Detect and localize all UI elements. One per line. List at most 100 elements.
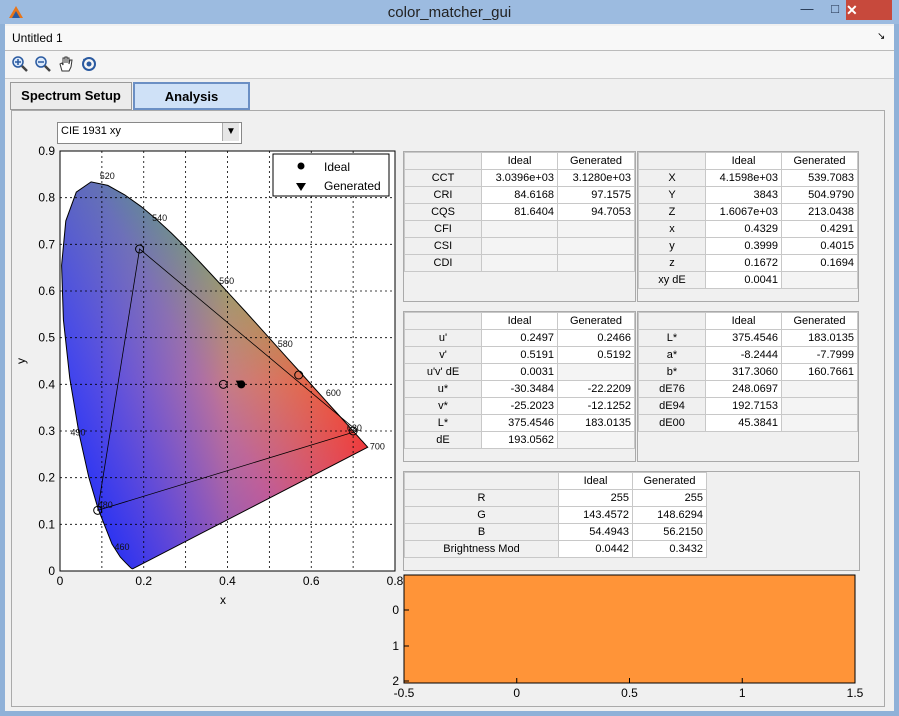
table-cell[interactable]: 84.6168 [481, 186, 558, 204]
table-cell[interactable]: 255 [632, 489, 707, 507]
table-cell[interactable] [781, 271, 858, 289]
y-tick-label: 0 [48, 564, 55, 578]
chevron-down-icon[interactable]: ▼ [222, 123, 239, 141]
table-cell[interactable] [557, 237, 635, 255]
row-header: CFI [404, 220, 482, 238]
table-cell[interactable]: -8.2444 [705, 346, 782, 364]
y-tick-label: 0.7 [38, 237, 55, 251]
table-cell[interactable]: -30.3484 [481, 380, 558, 398]
table-cell[interactable]: 192.7153 [705, 397, 782, 415]
table-cell[interactable] [557, 220, 635, 238]
table-cell[interactable]: 0.0041 [705, 271, 782, 289]
tab-analysis[interactable]: Analysis [133, 82, 250, 110]
table-cell[interactable]: 0.5192 [557, 346, 635, 364]
table-cell[interactable] [781, 380, 858, 398]
minimize-button[interactable]: — [800, 1, 814, 16]
color-swatch-plot: -0.5 0 0.5 1 1.5 0 1 2 [392, 574, 864, 700]
table-cell[interactable]: 3843 [705, 186, 782, 204]
y-tick-label: 0.9 [38, 144, 55, 158]
matlab-icon [9, 6, 23, 18]
table-cell[interactable]: 0.0031 [481, 363, 558, 381]
table-cell[interactable]: 3.0396e+03 [481, 169, 558, 187]
pan-icon[interactable] [57, 55, 75, 73]
table-cell[interactable]: 0.1672 [705, 254, 782, 272]
table-cell[interactable]: 3.1280e+03 [557, 169, 635, 187]
table-cell[interactable]: 0.0442 [558, 540, 633, 558]
table-row: CFI [404, 220, 635, 238]
column-header: Ideal [558, 472, 633, 490]
table-cell[interactable]: -7.7999 [781, 346, 858, 364]
zoom-in-icon[interactable] [11, 55, 29, 73]
table-cell[interactable] [781, 414, 858, 432]
spectral-locus [61, 181, 369, 570]
table-cell[interactable]: 193.0562 [481, 431, 558, 449]
chromaticity-diagram[interactable]: 0 0.2 0.4 0.6 0.8 0 0.1 0.2 0.3 0.4 0.5 0.6 0.7 0.8 0.… [15, 143, 405, 613]
table-cell[interactable] [481, 254, 558, 272]
table-cell[interactable]: 0.2497 [481, 329, 558, 347]
zoom-out-icon[interactable] [34, 55, 52, 73]
menu-file-label[interactable]: Untitled 1 [12, 31, 63, 45]
table-cell[interactable]: 375.4546 [705, 329, 782, 347]
table-cell[interactable]: 213.0438 [781, 203, 858, 221]
uv-table: Ideal Generated u' 0.2497 0.2466 v' 0.5191 0.51… [404, 312, 635, 449]
table-cell[interactable] [557, 254, 635, 272]
y-tick-label: 0.2 [38, 471, 55, 485]
row-header: b* [638, 363, 706, 381]
y-tick-label: 0.8 [38, 191, 55, 205]
table-cell[interactable]: 81.6404 [481, 203, 558, 221]
table-cell[interactable]: 248.0697 [705, 380, 782, 398]
swatch-x-tick-label: 0.5 [621, 686, 638, 700]
table-cell[interactable]: 4.1598e+03 [705, 169, 782, 187]
table-cell[interactable]: 160.7661 [781, 363, 858, 381]
table-cell[interactable]: 183.0135 [781, 329, 858, 347]
table-cell[interactable]: 0.2466 [557, 329, 635, 347]
table-cell[interactable]: 0.3432 [632, 540, 707, 558]
table-cell[interactable]: 317.3060 [705, 363, 782, 381]
swatch-y-tick-label: 0 [392, 603, 399, 617]
wavelength-label: 480 [98, 500, 113, 510]
table-cell[interactable] [557, 431, 635, 449]
close-button[interactable]: ✕ [846, 0, 892, 20]
plot-type-dropdown[interactable] [57, 122, 242, 144]
wavelength-label: 560 [219, 276, 234, 286]
column-header [404, 312, 482, 330]
table-cell[interactable]: 0.4015 [781, 237, 858, 255]
table-cell[interactable]: 0.4329 [705, 220, 782, 238]
table-cell[interactable]: 0.4291 [781, 220, 858, 238]
table-cell[interactable] [481, 237, 558, 255]
table-cell[interactable] [781, 397, 858, 415]
table-cell[interactable]: 183.0135 [557, 414, 635, 432]
row-header: B [404, 523, 559, 541]
maximize-button[interactable]: □ [831, 1, 839, 16]
table-cell[interactable]: -25.2023 [481, 397, 558, 415]
row-header: dE [404, 431, 482, 449]
row-header: u'v' dE [404, 363, 482, 381]
row-header: u* [404, 380, 482, 398]
table-cell[interactable]: 94.7053 [557, 203, 635, 221]
table-row: CRI 84.6168 97.1575 [404, 186, 635, 204]
table-cell[interactable]: 1.6067e+03 [705, 203, 782, 221]
legend-ideal-label: Ideal [324, 160, 350, 174]
legend-generated-marker [296, 183, 306, 191]
table-cell[interactable]: 97.1575 [557, 186, 635, 204]
table-cell[interactable]: 143.4572 [558, 506, 633, 524]
table-cell[interactable]: 0.1694 [781, 254, 858, 272]
tab-spectrum-setup[interactable]: Spectrum Setup [10, 82, 132, 110]
table-cell[interactable]: 504.9790 [781, 186, 858, 204]
table-cell[interactable]: -22.2209 [557, 380, 635, 398]
rotate-icon[interactable] [80, 55, 98, 73]
table-cell[interactable] [481, 220, 558, 238]
table-cell[interactable]: -12.1252 [557, 397, 635, 415]
table-cell[interactable]: 148.6294 [632, 506, 707, 524]
table-cell[interactable]: 255 [558, 489, 633, 507]
table-cell[interactable]: 45.3841 [705, 414, 782, 432]
table-cell[interactable]: 54.4943 [558, 523, 633, 541]
table-cell[interactable]: 375.4546 [481, 414, 558, 432]
table-cell[interactable]: 539.7083 [781, 169, 858, 187]
undock-arrow-icon[interactable]: ↘ [877, 31, 886, 42]
plot-type-value: CIE 1931 xy [61, 125, 121, 137]
table-cell[interactable] [557, 363, 635, 381]
table-cell[interactable]: 0.3999 [705, 237, 782, 255]
table-cell[interactable]: 0.5191 [481, 346, 558, 364]
table-cell[interactable]: 56.2150 [632, 523, 707, 541]
